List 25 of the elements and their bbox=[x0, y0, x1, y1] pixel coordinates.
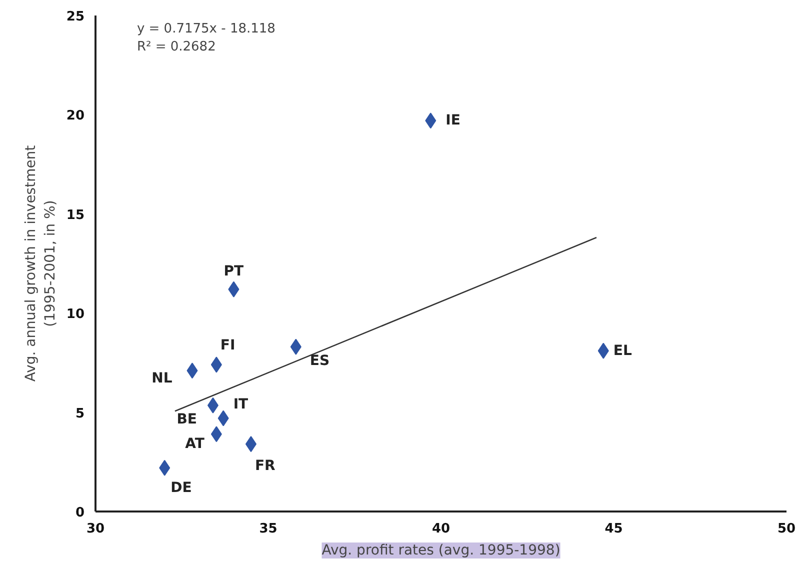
annotation: FR bbox=[254, 458, 276, 474]
x-tick-label: 45 bbox=[604, 522, 623, 536]
x-tick-label: 40 bbox=[432, 522, 450, 536]
x-tick-label: 35 bbox=[259, 522, 278, 536]
y-tick-label: 25 bbox=[66, 10, 85, 24]
y-tick-label: 10 bbox=[66, 307, 85, 322]
y-tick-label: 15 bbox=[66, 208, 85, 223]
annotation: y = 0.7175x - 18.118 R² = 0.2682 bbox=[136, 21, 276, 54]
y-tick-label: 0 bbox=[75, 506, 84, 520]
annotation: PT bbox=[224, 263, 244, 280]
annotation: FI bbox=[220, 338, 236, 354]
y-axis-title: Avg. annual growth in investment (1995-2001, in %) bbox=[23, 144, 58, 382]
x-tick-label: 30 bbox=[86, 522, 105, 536]
annotation: AT bbox=[185, 436, 205, 452]
annotation: EL bbox=[613, 342, 632, 359]
annotation: IT bbox=[233, 396, 249, 412]
x-tick-label: 50 bbox=[777, 522, 796, 536]
x-axis-title: Avg. profit rates (avg. 1995-1998) bbox=[322, 542, 560, 558]
annotation: BE bbox=[176, 411, 197, 428]
annotation: ES bbox=[310, 352, 330, 369]
annotation: DE bbox=[170, 480, 192, 496]
annotation: NL bbox=[152, 370, 172, 387]
y-tick-label: 5 bbox=[75, 406, 84, 422]
annotation: IE bbox=[446, 112, 460, 129]
y-tick-label: 20 bbox=[66, 108, 85, 124]
